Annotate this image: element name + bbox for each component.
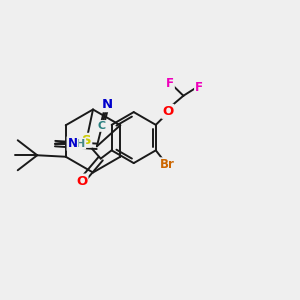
Text: F: F — [166, 77, 174, 90]
Text: O: O — [76, 175, 87, 188]
Text: O: O — [162, 105, 173, 118]
Text: C: C — [98, 121, 106, 131]
Text: N: N — [102, 98, 113, 111]
Text: H: H — [76, 139, 85, 148]
Text: S: S — [82, 134, 91, 147]
Text: N: N — [68, 137, 77, 150]
Text: F: F — [195, 81, 203, 94]
Text: Br: Br — [160, 158, 175, 171]
